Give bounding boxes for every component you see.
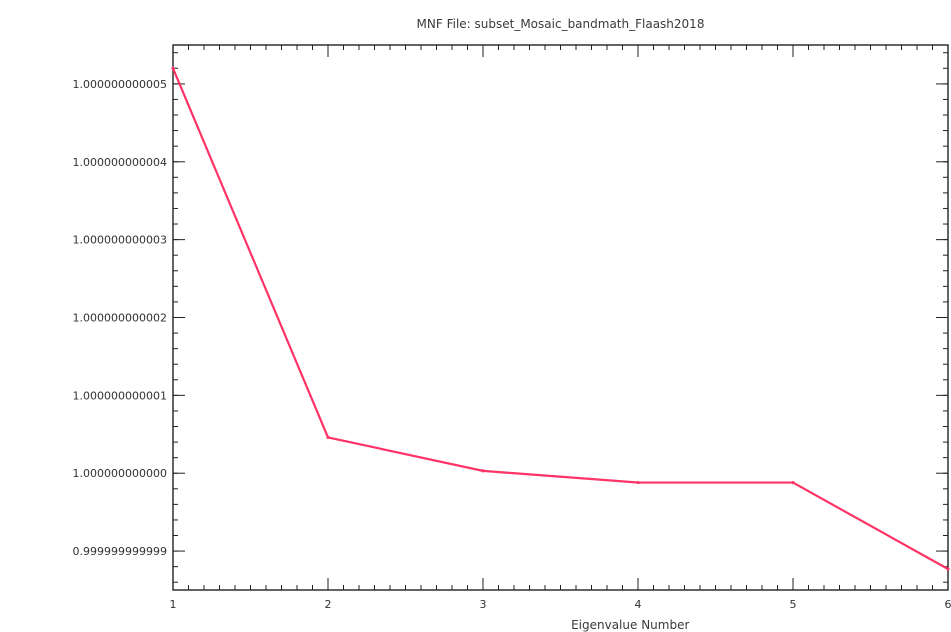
x-axis: 1 2 3 4 5 6 <box>170 45 951 611</box>
x-tick-label: 3 <box>480 598 487 611</box>
series-line <box>171 67 950 571</box>
x-tick-label: 1 <box>170 598 177 611</box>
y-tick-label: 1.000000000003 <box>73 234 167 247</box>
data-point <box>171 66 175 70</box>
minor-ticks <box>172 45 949 590</box>
data-point <box>481 469 485 473</box>
data-point <box>791 480 795 485</box>
y-axis: 0.999999999999 1.000000000000 1.0000000000… <box>73 78 948 558</box>
plot-area-frame <box>172 44 949 591</box>
data-point <box>636 480 640 485</box>
x-tick-label: 5 <box>790 598 797 611</box>
chart-title: MNF File: subset_Mosaic_bandmath_Flaash2… <box>417 17 705 31</box>
y-tick-label: 1.000000000001 <box>73 389 167 402</box>
y-tick-label: 1.000000000002 <box>73 312 167 325</box>
data-point <box>946 567 950 571</box>
y-tick-label: 0.999999999999 <box>73 545 167 558</box>
series-layer <box>171 66 950 571</box>
x-tick-label: 6 <box>945 598 951 611</box>
x-tick-label: 4 <box>635 598 642 611</box>
x-tick-label: 2 <box>325 598 332 611</box>
x-axis-label: Eigenvalue Number <box>571 618 689 632</box>
y-tick-label: 1.000000000004 <box>73 156 167 169</box>
data-point <box>326 435 330 439</box>
y-tick-label: 1.000000000000 <box>73 467 167 480</box>
y-tick-label: 1.000000000005 <box>73 78 167 91</box>
